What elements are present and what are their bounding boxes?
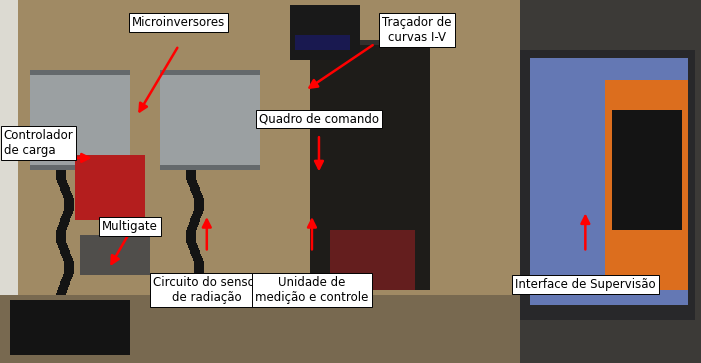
Text: Circuito do sensor
de radiação: Circuito do sensor de radiação bbox=[154, 276, 260, 304]
Text: Multigate: Multigate bbox=[102, 220, 158, 233]
Text: Traçador de
curvas I-V: Traçador de curvas I-V bbox=[382, 16, 452, 44]
Text: Unidade de
medição e controle: Unidade de medição e controle bbox=[255, 276, 369, 304]
Text: Controlador
de carga: Controlador de carga bbox=[4, 129, 74, 158]
Text: Quadro de comando: Quadro de comando bbox=[259, 113, 379, 126]
Text: Interface de Supervisão: Interface de Supervisão bbox=[515, 278, 655, 291]
Text: Microinversores: Microinversores bbox=[132, 16, 226, 29]
